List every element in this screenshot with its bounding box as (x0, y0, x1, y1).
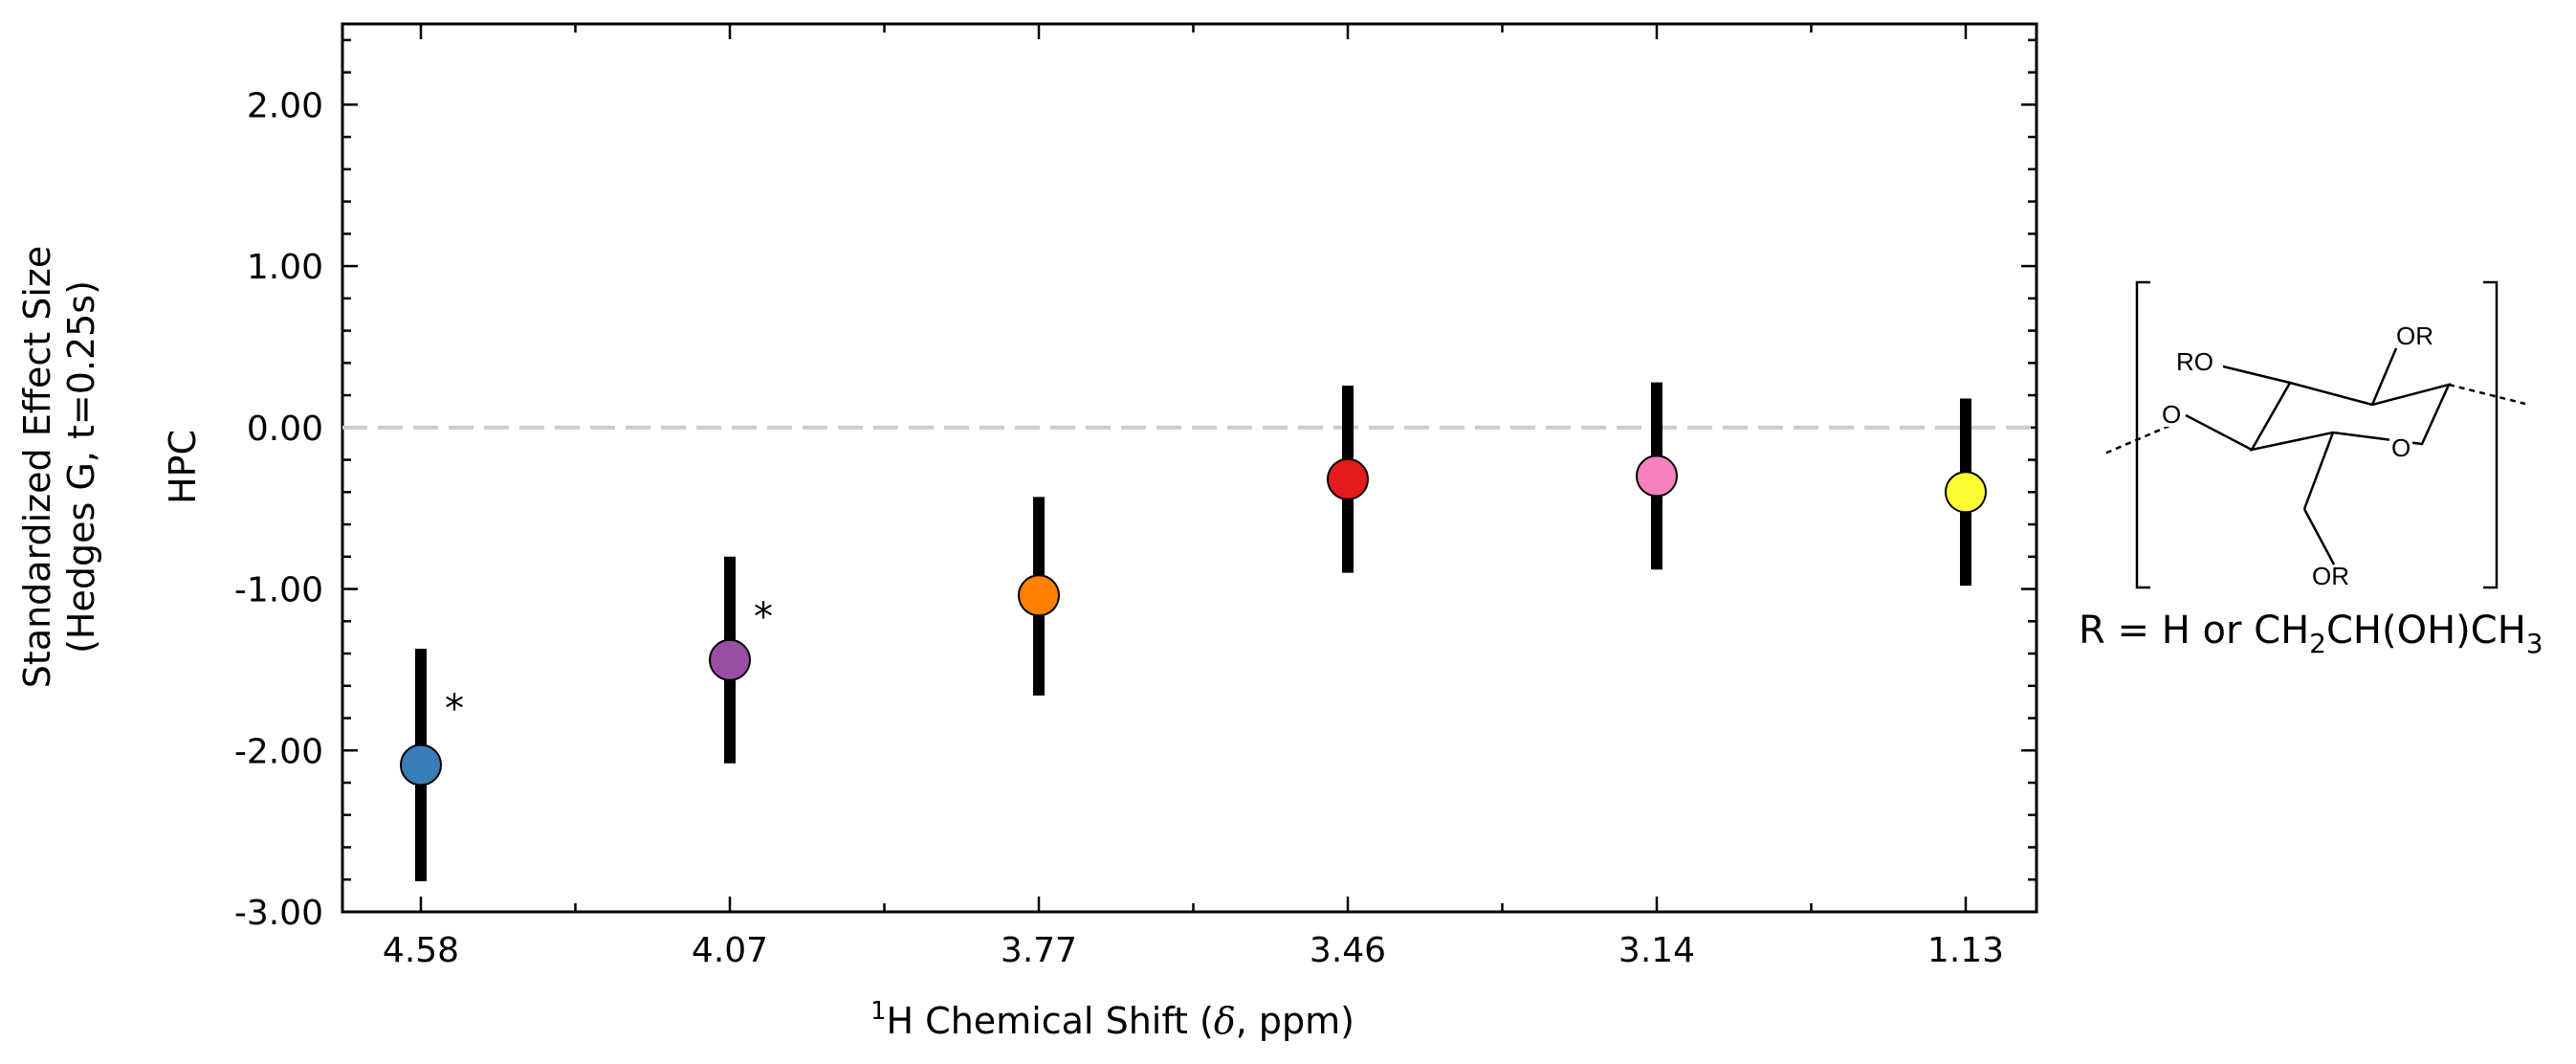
y-tick-label: -1.00 (234, 571, 323, 610)
x-tick-label: 4.58 (383, 931, 459, 970)
r-group-definition: R = H or CH2CH(OH)CH3 (2079, 609, 2543, 659)
ring-oxygen-label: O (2391, 433, 2411, 462)
x-ticks: 4.58 4.07 3.77 3.46 3.14 1.13 (383, 24, 2004, 970)
x-axis-title-superscript: 1 (870, 997, 887, 1026)
y-ticks: -3.00 -2.00 -1.00 0.00 1.00 2.00 (234, 38, 2037, 933)
data-point (1636, 454, 1678, 498)
substituent-label-ro: RO (2176, 347, 2213, 376)
label-bg (2160, 404, 2181, 427)
data-point (1327, 457, 1369, 500)
r-def-sub2: 3 (2526, 628, 2543, 659)
significance-marker: * (754, 595, 773, 639)
y-axis-title-line1: Standardized Effect Size (16, 246, 58, 688)
right-bracket (2483, 280, 2499, 589)
x-axis-title-rest: , ppm) (1236, 1000, 1354, 1042)
glycosidic-oxygen-label: O (2162, 400, 2181, 429)
r-def-mid: CH(OH)CH (2326, 609, 2526, 653)
linkage-right-dashed (2448, 383, 2526, 406)
ro-bond (2218, 364, 2291, 385)
substituent-label-or-bottom: OR (2312, 562, 2349, 590)
data-marks: ** (400, 382, 1987, 881)
y-tick-label: 2.00 (247, 86, 323, 125)
data-point (1945, 471, 1987, 514)
left-bracket (2135, 280, 2150, 589)
pyranose-ring (2249, 381, 2452, 452)
data-point (400, 743, 442, 787)
y-tick-label: -3.00 (234, 894, 323, 933)
data-point (709, 638, 751, 681)
r-def-prefix: R = H or CH (2079, 609, 2309, 653)
chemical-structure-labels: RO OR O O OR (2160, 321, 2433, 590)
chemical-structure (2102, 280, 2526, 589)
x-axis-title-main: H Chemical Shift ( (887, 1000, 1214, 1042)
data-point (1018, 574, 1060, 617)
plot-frame (341, 22, 2038, 914)
x-axis-title-delta: δ (1214, 1000, 1236, 1042)
y-tick-label: 1.00 (247, 248, 323, 287)
glycosidic-o-bond (2185, 413, 2253, 452)
x-tick-label: 1.13 (1927, 931, 2004, 970)
or-bottom-bond (2302, 508, 2336, 565)
ch2-bond (2302, 432, 2335, 510)
x-tick-label: 4.07 (692, 931, 768, 970)
x-axis-title: 1H Chemical Shift (δ, ppm) (870, 997, 1354, 1042)
r-def-sub1: 2 (2309, 628, 2326, 659)
y-axis-title-line2: (Hedges G, t=0.25s) (60, 280, 102, 654)
y-tick-label: 0.00 (247, 410, 323, 449)
y-axis-inner-label: HPC (162, 430, 204, 504)
substituent-label-or-top: OR (2396, 321, 2433, 350)
significance-marker: * (445, 687, 464, 731)
y-tick-label: -2.00 (234, 732, 323, 771)
x-tick-label: 3.77 (1001, 931, 1077, 970)
x-tick-label: 3.46 (1310, 931, 1386, 970)
or-top-bond (2370, 347, 2398, 406)
linkage-left-dashed (2102, 424, 2170, 456)
x-tick-label: 3.14 (1618, 931, 1695, 970)
label-bg (2187, 349, 2223, 374)
label-bg (2389, 436, 2412, 461)
